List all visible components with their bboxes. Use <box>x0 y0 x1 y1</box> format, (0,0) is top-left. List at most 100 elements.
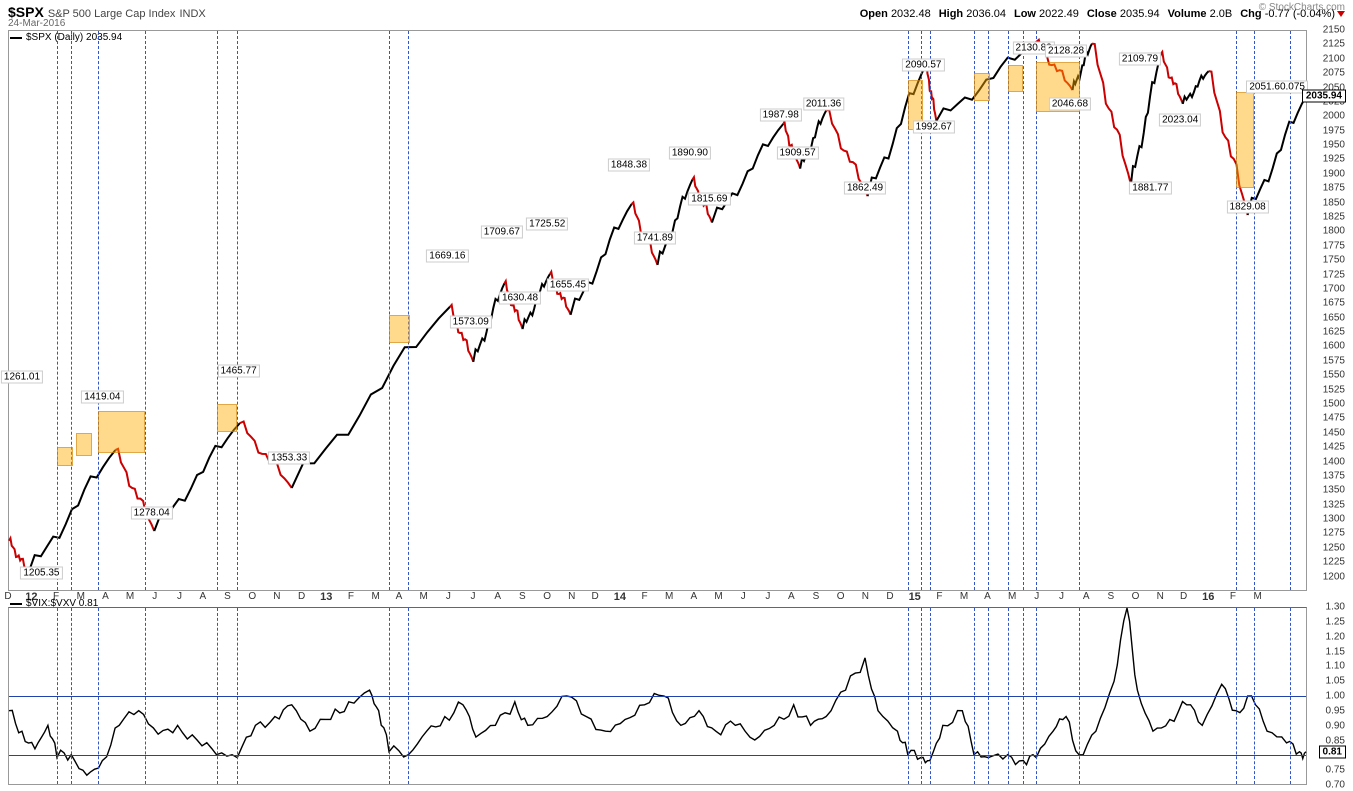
price-annotation: 1465.77 <box>217 364 259 377</box>
price-annotation: 1205.35 <box>20 567 62 580</box>
price-annotation: 1815.69 <box>688 192 730 205</box>
xaxis-tick: A <box>494 591 501 602</box>
xaxis-tick: N <box>862 591 869 602</box>
vertical-guideline <box>98 31 99 590</box>
yaxis-main-label: 1375 <box>1323 470 1345 481</box>
xaxis-tick: J <box>741 591 746 602</box>
vertical-guideline <box>1290 31 1291 590</box>
price-annotation: 1261.01 <box>1 371 43 384</box>
highlight-region <box>217 404 238 432</box>
xaxis: D12FMAMJJASOND13FMAMJJASOND14FMAMJJASOND… <box>8 591 1307 607</box>
xaxis-tick: M <box>714 591 722 602</box>
xaxis-tick: O <box>543 591 551 602</box>
price-annotation: 1709.67 <box>481 226 523 239</box>
yaxis-sub-label: 1.25 <box>1326 616 1345 627</box>
xaxis-tick: 16 <box>1202 591 1214 603</box>
yaxis-main-label: 1825 <box>1323 212 1345 223</box>
yaxis-main-label: 1275 <box>1323 528 1345 539</box>
price-annotation: 1741.89 <box>634 231 676 244</box>
horizontal-guideline <box>9 696 1306 697</box>
sub-ratio-chart[interactable]: 0.81 <box>8 607 1307 785</box>
highlight-region <box>389 315 410 343</box>
price-annotation: 1881.77 <box>1129 181 1171 194</box>
yaxis-main-label: 1300 <box>1323 514 1345 525</box>
vertical-guideline <box>930 31 931 590</box>
xaxis-tick: N <box>568 591 575 602</box>
yaxis-main-label: 2125 <box>1323 39 1345 50</box>
xaxis-tick: M <box>960 591 968 602</box>
price-annotation: 2109.79 <box>1119 52 1161 65</box>
xaxis-tick: M <box>371 591 379 602</box>
yaxis-main-label: 1975 <box>1323 125 1345 136</box>
price-line-svg <box>9 31 1306 590</box>
price-annotation: 1573.09 <box>450 315 492 328</box>
yaxis-main-label: 2100 <box>1323 53 1345 64</box>
yaxis-main-label: 1450 <box>1323 427 1345 438</box>
vertical-guideline <box>217 31 218 590</box>
xaxis-tick: M <box>1008 591 1016 602</box>
yaxis-main-label: 1225 <box>1323 557 1345 568</box>
xaxis-tick: 15 <box>909 591 921 603</box>
yaxis-sub: 0.700.750.800.850.900.951.001.051.101.15… <box>1309 607 1345 785</box>
vertical-guideline <box>1036 31 1037 590</box>
ticker-exchange: INDX <box>179 8 205 20</box>
xaxis-tick: 13 <box>320 591 332 603</box>
highlight-region <box>98 411 145 453</box>
price-annotation: 1278.04 <box>131 506 173 519</box>
yaxis-sub-label: 1.10 <box>1326 661 1345 672</box>
xaxis-tick: D <box>298 591 305 602</box>
yaxis-main-label: 1700 <box>1323 283 1345 294</box>
right-reference-label: 2051.60.075 <box>1246 81 1308 94</box>
vertical-guideline <box>389 31 390 590</box>
price-annotation: 1829.08 <box>1227 201 1269 214</box>
xaxis-tick: F <box>348 591 354 602</box>
yaxis-sub-label: 0.75 <box>1326 765 1345 776</box>
price-annotation: 1630.48 <box>499 292 541 305</box>
yaxis-sub-label: 1.00 <box>1326 691 1345 702</box>
yaxis-sub-label: 1.15 <box>1326 646 1345 657</box>
yaxis-main-label: 2075 <box>1323 68 1345 79</box>
price-annotation: 1848.38 <box>608 159 650 172</box>
yaxis-main: 1200122512501275130013251350137514001425… <box>1309 30 1345 591</box>
xaxis-tick: M <box>420 591 428 602</box>
xaxis-tick: A <box>200 591 207 602</box>
xaxis-tick: S <box>1108 591 1115 602</box>
current-ratio-box: 0.81 <box>1319 745 1346 758</box>
vertical-guideline <box>988 31 989 590</box>
yaxis-sub-label: 1.30 <box>1326 602 1345 613</box>
xaxis-tick: A <box>788 591 795 602</box>
chart-date: 24-Mar-2016 <box>8 18 65 29</box>
price-annotation: 1725.52 <box>526 218 568 231</box>
price-annotation: 1353.33 <box>268 451 310 464</box>
current-price-box: 2035.94 <box>1302 90 1346 103</box>
yaxis-main-label: 1500 <box>1323 399 1345 410</box>
xaxis-tick: J <box>471 591 476 602</box>
yaxis-main-label: 1875 <box>1323 183 1345 194</box>
yaxis-main-label: 2150 <box>1323 25 1345 36</box>
attribution: © StockCharts.com <box>1259 2 1345 13</box>
xaxis-tick: A <box>984 591 991 602</box>
vertical-guideline <box>237 31 238 590</box>
xaxis-tick: O <box>248 591 256 602</box>
xaxis-tick: D <box>886 591 893 602</box>
xaxis-tick: A <box>102 591 109 602</box>
xaxis-tick: S <box>813 591 820 602</box>
chart-header: $SPX S&P 500 Large Cap Index INDX Open 2… <box>8 4 1345 28</box>
price-annotation: 1987.98 <box>760 108 802 121</box>
xaxis-tick: O <box>1132 591 1140 602</box>
main-price-chart[interactable]: 2035.94 2051.60.075 1261.011205.351419.0… <box>8 30 1307 591</box>
ohlc-high: High 2036.04 <box>939 8 1006 20</box>
ohlc-volume: Volume 2.0B <box>1168 8 1233 20</box>
vertical-guideline <box>1254 31 1255 590</box>
price-annotation: 1862.49 <box>844 181 886 194</box>
xaxis-tick: J <box>152 591 157 602</box>
yaxis-main-label: 1350 <box>1323 485 1345 496</box>
yaxis-main-label: 1550 <box>1323 370 1345 381</box>
ohlc-open: Open 2032.48 <box>860 8 931 20</box>
yaxis-main-label: 1850 <box>1323 197 1345 208</box>
price-annotation: 1669.16 <box>426 250 468 263</box>
yaxis-main-label: 1600 <box>1323 341 1345 352</box>
price-annotation: 2090.57 <box>902 58 944 71</box>
price-annotation: 1655.45 <box>547 279 589 292</box>
xaxis-tick: 14 <box>614 591 626 603</box>
